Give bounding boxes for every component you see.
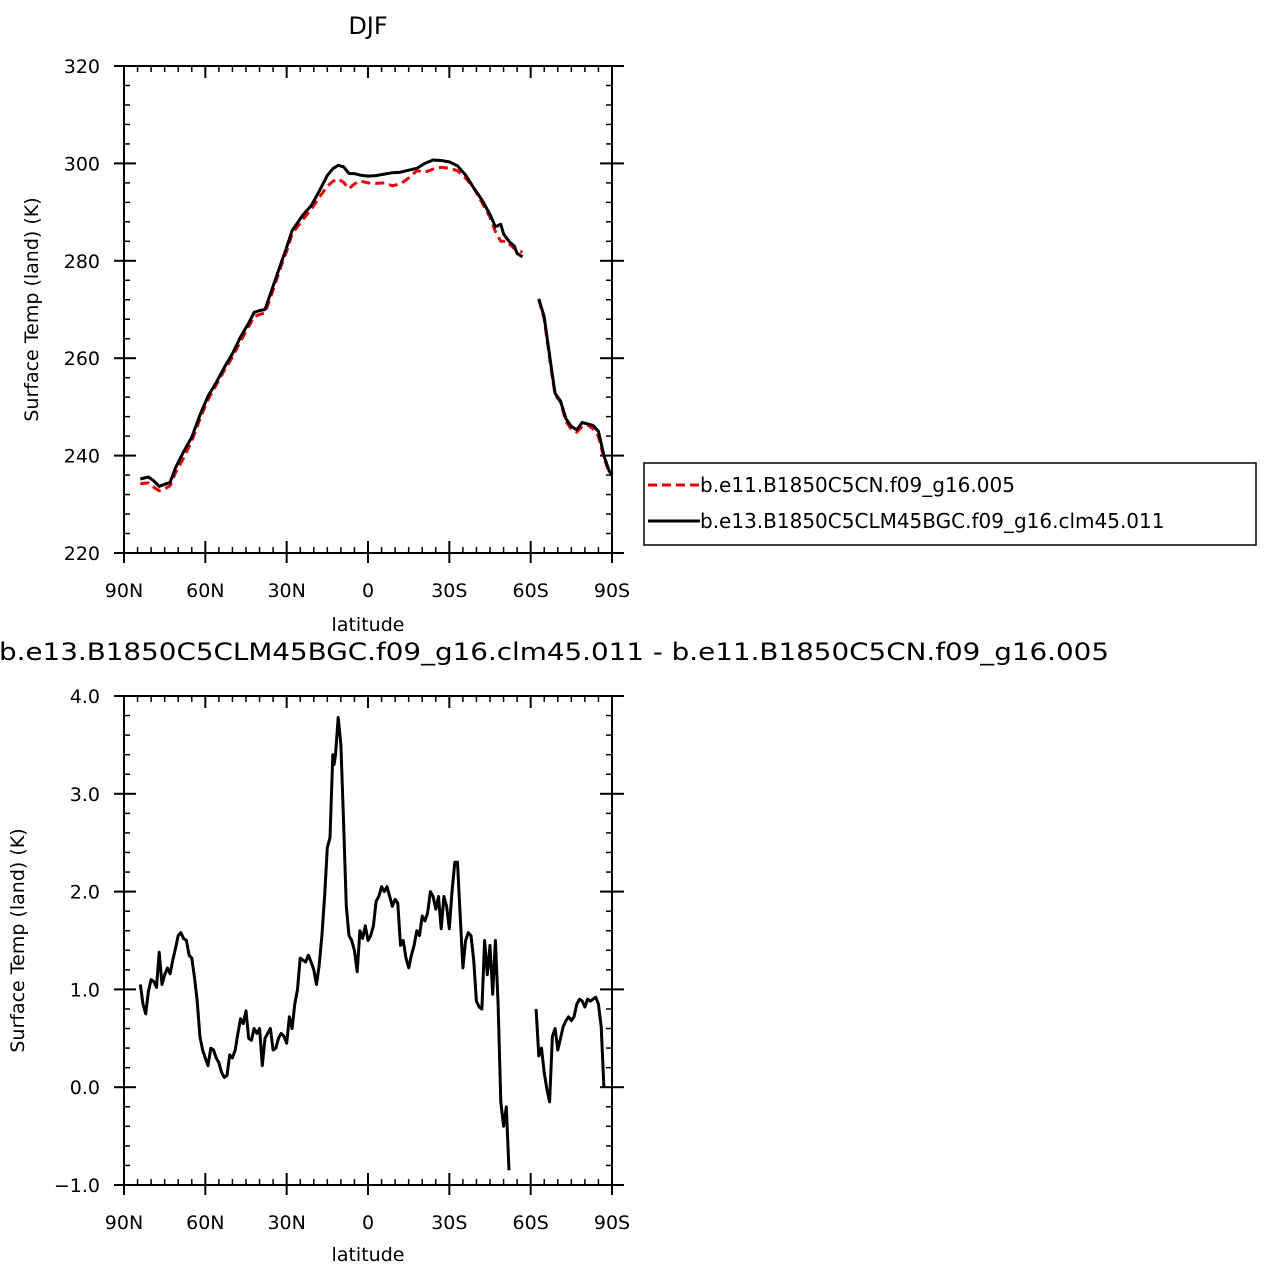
top-panel-djf: 90N 60N 30N 0 30S 60S 90S 220 240 260 280 300 320 DJF… [21,12,1257,636]
y-tick-label: 300 [64,153,100,175]
series-line-0-segment-0 [140,165,523,493]
y-tick-label: 3.0 [70,784,100,806]
x-tick-label: 0 [362,580,374,602]
y-tick-label: 320 [64,56,100,78]
chart-title: b.e13.B1850C5CLM45BGC.f09_g16.clm45.011 … [0,638,1109,666]
x-tick-label: 60S [513,1212,549,1234]
y-tick-label: 220 [64,543,100,565]
series-line-0-segment-0 [138,716,511,1171]
x-tick-label: 90S [594,580,630,602]
x-axis-title: latitude [332,614,405,636]
legend-box [643,462,1257,546]
y-tick-label: 260 [64,348,100,370]
x-tick-label: 0 [362,1212,374,1234]
x-tick-label: 60N [186,1212,224,1234]
plot-frame [123,65,613,554]
x-tick-label: 90S [594,1212,630,1234]
x-tick-label: 90N [105,1212,143,1234]
y-tick-label: 280 [64,251,100,273]
y-tick-label: −1.0 [54,1175,100,1197]
series-line-1-segment-1 [537,298,614,476]
y-tick-label: 4.0 [70,686,100,708]
series-line-0-segment-1 [534,995,606,1104]
legend-label-1: b.e13.B1850C5CLM45BGC.f09_g16.clm45.011 [700,509,1164,533]
chart-title: DJF [348,12,387,40]
x-tick-label: 30N [267,580,305,602]
y-tick-label: 240 [64,446,100,468]
x-tick-label: 30S [431,1212,467,1234]
y-axis-title: Surface Temp (land) (K) [21,197,43,421]
x-tick-label: 90N [105,580,143,602]
x-tick-label: 60S [513,580,549,602]
y-tick-label: 0.0 [70,1077,100,1099]
legend: b.e11.B1850C5CN.f09_g16.005 b.e13.B1850C5… [643,462,1257,546]
x-tick-label: 30S [431,580,467,602]
y-tick-label: 1.0 [70,979,100,1001]
bottom-panel-difference: 90N 60N 30N 0 30S 60S 90S −1.0 0.0 1.0 2.0 3.0 4.0 b.… [0,638,1109,1266]
legend-label-0: b.e11.B1850C5CN.f09_g16.005 [700,473,1015,497]
y-axis-title: Surface Temp (land) (K) [7,828,29,1052]
x-tick-label: 60N [186,580,224,602]
x-axis-title: latitude [332,1244,405,1266]
x-tick-label: 30N [267,1212,305,1234]
series-line-1-segment-0 [139,158,524,488]
y-tick-label: 2.0 [70,882,100,904]
